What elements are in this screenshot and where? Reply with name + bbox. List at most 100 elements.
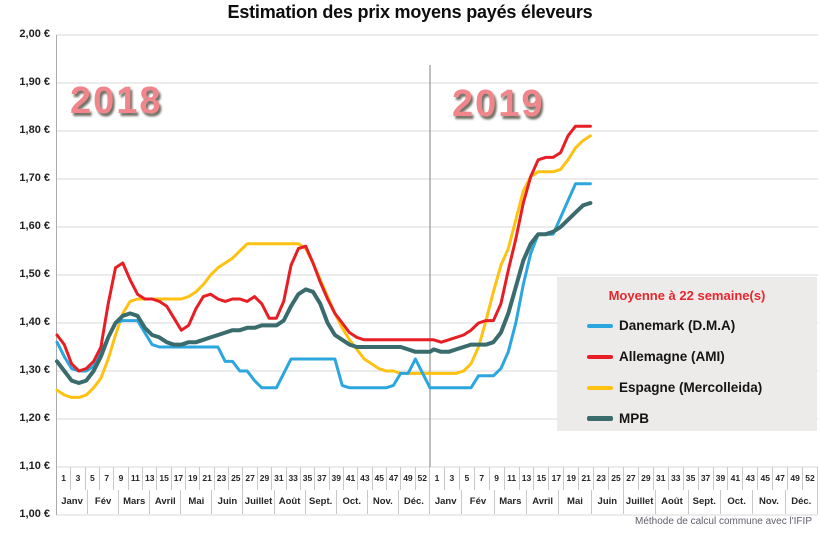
week-label: 25 bbox=[609, 467, 624, 490]
month-label: Fév bbox=[88, 490, 120, 514]
week-label: 11 bbox=[129, 467, 144, 490]
week-label: 1 bbox=[57, 467, 72, 490]
week-label: 25 bbox=[229, 467, 244, 490]
week-label: 21 bbox=[200, 467, 215, 490]
legend-item-allemagne: Allemagne (AMI) bbox=[587, 348, 817, 365]
x-axis-week-row: 1 3 5 7 9 11 13 15 17 19 21 23 25 27 29 31 33 35 37 39 41 43 4… bbox=[57, 467, 818, 490]
mpb-line-swatch-icon bbox=[587, 416, 613, 421]
week-label: 7 bbox=[100, 467, 115, 490]
legend-item-espagne: Espagne (Mercolleida) bbox=[587, 379, 817, 396]
y-axis-label: 1,50 € bbox=[19, 268, 50, 280]
week-label: 43 bbox=[358, 467, 373, 490]
footnote: Méthode de calcul commune avec l'IFIP bbox=[635, 516, 812, 527]
y-axis-label: 2,00 € bbox=[19, 28, 50, 40]
month-label: Juin bbox=[592, 490, 624, 514]
legend-title: Moyenne à 22 semaine(s) bbox=[608, 288, 766, 303]
legend-label-espagne: Espagne (Mercolleida) bbox=[619, 380, 763, 395]
week-label: 3 bbox=[71, 467, 86, 490]
y-axis-label: 1,90 € bbox=[19, 76, 50, 88]
month-label: Août bbox=[275, 490, 306, 514]
week-label: 39 bbox=[330, 467, 344, 490]
week-label: 37 bbox=[699, 467, 714, 490]
week-label: 49 bbox=[788, 467, 804, 490]
week-label: 15 bbox=[534, 467, 550, 490]
y-axis-label: 1,30 € bbox=[19, 364, 50, 376]
year-label-2018: 2018 bbox=[70, 80, 163, 122]
week-label: 21 bbox=[579, 467, 595, 490]
month-label: Mai bbox=[181, 490, 213, 514]
week-label: 15 bbox=[157, 467, 172, 490]
week-label: 52 bbox=[416, 467, 430, 490]
espagne-line-swatch-icon bbox=[587, 385, 613, 390]
allemagne-line-swatch-icon bbox=[587, 354, 613, 359]
week-label: 11 bbox=[505, 467, 520, 490]
month-label: Juillet bbox=[624, 490, 657, 514]
month-label: Janv bbox=[430, 490, 463, 514]
week-label: 41 bbox=[728, 467, 744, 490]
week-label: 27 bbox=[243, 467, 258, 490]
x-axis-month-row: Janv Fév Mars Avril Mai Juin Juillet Août Sept. O… bbox=[57, 490, 818, 514]
series-line-mpb bbox=[55, 201, 593, 385]
series-line-danemark bbox=[55, 182, 592, 390]
month-label: Mars bbox=[495, 490, 527, 514]
month-label: Juillet bbox=[243, 490, 275, 514]
month-label: Oct. bbox=[721, 490, 754, 514]
week-label: 5 bbox=[86, 467, 101, 490]
month-label: Nov. bbox=[753, 490, 786, 514]
legend-item-mpb: MPB bbox=[587, 410, 817, 427]
month-label: Avril bbox=[150, 490, 182, 514]
week-label: 19 bbox=[564, 467, 580, 490]
month-label: Oct. bbox=[337, 490, 368, 514]
week-label: 35 bbox=[301, 467, 316, 490]
danemark-line-swatch-icon bbox=[587, 323, 613, 328]
week-label: 9 bbox=[490, 467, 505, 490]
week-label: 45 bbox=[758, 467, 774, 490]
month-label: Sept. bbox=[689, 490, 721, 514]
week-label: 17 bbox=[549, 467, 565, 490]
week-label: 1 bbox=[430, 467, 445, 490]
series-line-allemagne bbox=[55, 124, 592, 373]
month-label: Fév bbox=[462, 490, 495, 514]
week-label: 13 bbox=[143, 467, 158, 490]
y-axis-label: 1,60 € bbox=[19, 220, 50, 232]
legend-label-danemark: Danemark (D.M.A) bbox=[619, 318, 736, 333]
week-label: 29 bbox=[639, 467, 654, 490]
week-label: 3 bbox=[445, 467, 460, 490]
week-label: 33 bbox=[669, 467, 684, 490]
legend: Moyenne à 22 semaine(s) Danemark (D.M.A)… bbox=[557, 277, 817, 431]
week-label: 9 bbox=[114, 467, 129, 490]
y-axis-label: 1,20 € bbox=[19, 412, 50, 424]
week-label: 39 bbox=[714, 467, 729, 490]
week-label: 43 bbox=[743, 467, 759, 490]
week-label: 45 bbox=[373, 467, 387, 490]
week-label: 27 bbox=[624, 467, 639, 490]
week-label: 37 bbox=[315, 467, 330, 490]
week-label: 13 bbox=[520, 467, 535, 490]
month-label: Mars bbox=[119, 490, 151, 514]
week-label: 49 bbox=[401, 467, 416, 490]
chart-title: Estimation des prix moyens payés éleveur… bbox=[227, 2, 593, 22]
week-label: 47 bbox=[387, 467, 402, 490]
week-label: 29 bbox=[258, 467, 273, 490]
month-label: Juin bbox=[212, 490, 244, 514]
week-label: 47 bbox=[773, 467, 789, 490]
month-label: Avril bbox=[527, 490, 560, 514]
week-label: 52 bbox=[803, 467, 818, 490]
week-label: 17 bbox=[172, 467, 187, 490]
week-label: 41 bbox=[344, 467, 359, 490]
week-label: 31 bbox=[654, 467, 669, 490]
month-label: Sept. bbox=[306, 490, 337, 514]
week-label: 35 bbox=[684, 467, 699, 490]
month-label: Déc. bbox=[786, 490, 818, 514]
week-label: 23 bbox=[594, 467, 610, 490]
week-label: 23 bbox=[215, 467, 230, 490]
month-label: Nov. bbox=[368, 490, 399, 514]
week-label: 7 bbox=[475, 467, 490, 490]
year-label-2019: 2019 bbox=[452, 83, 545, 125]
week-label: 5 bbox=[460, 467, 475, 490]
y-axis-label: 1,40 € bbox=[19, 316, 50, 328]
legend-item-danemark: Danemark (D.M.A) bbox=[587, 317, 817, 334]
week-label: 33 bbox=[287, 467, 301, 490]
month-label: Déc. bbox=[399, 490, 430, 514]
